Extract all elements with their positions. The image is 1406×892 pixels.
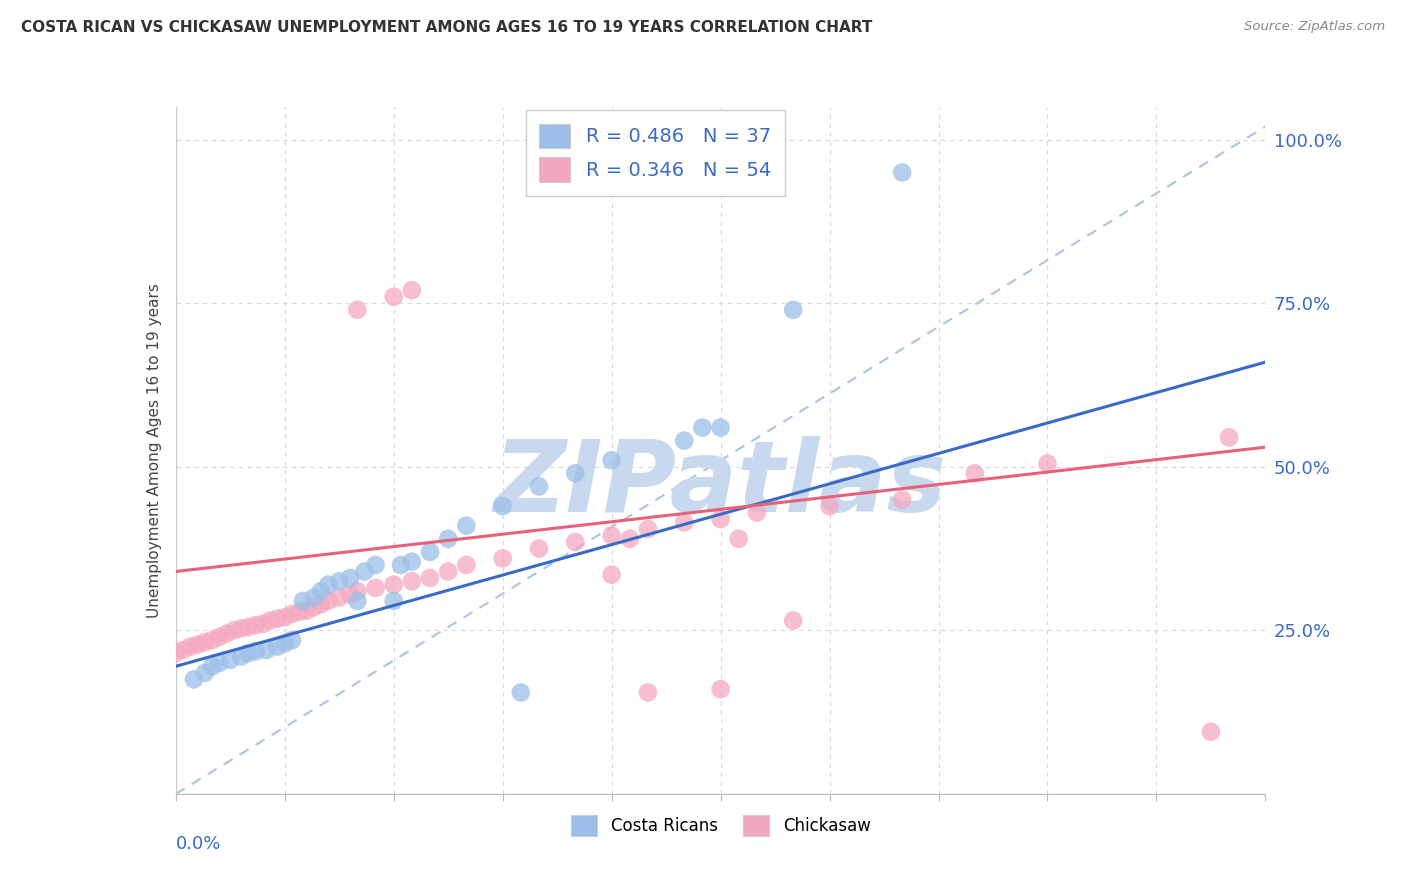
Point xyxy=(328,591,350,605)
Point xyxy=(194,665,217,680)
Point xyxy=(509,685,531,699)
Point xyxy=(401,574,423,589)
Point xyxy=(564,535,586,549)
Point xyxy=(318,594,340,608)
Point xyxy=(318,577,340,591)
Point xyxy=(222,624,245,638)
Point xyxy=(389,558,412,572)
Point xyxy=(637,685,659,699)
Point xyxy=(1218,430,1240,444)
Point xyxy=(673,516,696,530)
Point xyxy=(291,594,314,608)
Point xyxy=(692,420,714,434)
Point xyxy=(963,467,986,481)
Point xyxy=(818,499,841,513)
Point xyxy=(710,420,733,434)
Point xyxy=(637,522,659,536)
Point xyxy=(600,528,623,542)
Point xyxy=(891,165,914,179)
Point xyxy=(727,532,749,546)
Point xyxy=(309,597,332,611)
Point xyxy=(782,302,804,317)
Point xyxy=(382,594,405,608)
Point xyxy=(231,621,253,635)
Text: Source: ZipAtlas.com: Source: ZipAtlas.com xyxy=(1244,20,1385,33)
Point xyxy=(782,614,804,628)
Legend: Costa Ricans, Chickasaw: Costa Ricans, Chickasaw xyxy=(562,807,879,844)
Point xyxy=(401,283,423,297)
Point xyxy=(419,571,441,585)
Point xyxy=(328,574,350,589)
Point xyxy=(194,635,217,649)
Point xyxy=(527,541,550,556)
Point xyxy=(353,565,375,579)
Point xyxy=(364,558,387,572)
Y-axis label: Unemployment Among Ages 16 to 19 years: Unemployment Among Ages 16 to 19 years xyxy=(146,283,162,618)
Point xyxy=(364,581,387,595)
Point xyxy=(201,659,224,673)
Text: ZIPatlas: ZIPatlas xyxy=(494,436,948,533)
Point xyxy=(346,584,368,599)
Point xyxy=(288,605,311,619)
Point xyxy=(281,607,304,621)
Point xyxy=(172,643,194,657)
Point xyxy=(274,610,297,624)
Point xyxy=(208,630,231,644)
Point xyxy=(745,506,768,520)
Point xyxy=(302,591,325,605)
Point xyxy=(256,643,278,657)
Point xyxy=(527,479,550,493)
Point xyxy=(266,611,288,625)
Text: 0.0%: 0.0% xyxy=(176,835,221,853)
Point xyxy=(339,587,361,601)
Point xyxy=(437,565,460,579)
Point xyxy=(309,584,332,599)
Point xyxy=(419,545,441,559)
Point xyxy=(382,290,405,304)
Point xyxy=(302,600,325,615)
Point xyxy=(492,551,515,566)
Point xyxy=(600,567,623,582)
Point xyxy=(274,636,297,650)
Point xyxy=(456,518,478,533)
Point xyxy=(600,453,623,467)
Point xyxy=(295,604,318,618)
Point xyxy=(619,532,641,546)
Point xyxy=(252,616,274,631)
Point xyxy=(401,555,423,569)
Point xyxy=(281,633,304,648)
Point xyxy=(165,646,187,660)
Point xyxy=(219,653,242,667)
Point xyxy=(201,633,224,648)
Point xyxy=(238,646,260,660)
Point xyxy=(891,492,914,507)
Point xyxy=(186,638,209,652)
Point xyxy=(437,532,460,546)
Point xyxy=(1036,457,1059,471)
Point xyxy=(215,626,238,640)
Point xyxy=(259,614,281,628)
Point xyxy=(208,656,231,670)
Point xyxy=(710,512,733,526)
Point xyxy=(1199,724,1222,739)
Point xyxy=(346,302,368,317)
Point xyxy=(710,682,733,697)
Point xyxy=(245,644,267,658)
Point xyxy=(382,577,405,591)
Point xyxy=(456,558,478,572)
Point xyxy=(179,640,201,654)
Point xyxy=(564,467,586,481)
Point xyxy=(238,620,260,634)
Point xyxy=(266,640,288,654)
Text: COSTA RICAN VS CHICKASAW UNEMPLOYMENT AMONG AGES 16 TO 19 YEARS CORRELATION CHAR: COSTA RICAN VS CHICKASAW UNEMPLOYMENT AM… xyxy=(21,20,873,35)
Point xyxy=(492,499,515,513)
Point xyxy=(346,594,368,608)
Point xyxy=(231,649,253,664)
Point xyxy=(245,618,267,632)
Point xyxy=(339,571,361,585)
Point xyxy=(673,434,696,448)
Point xyxy=(183,673,205,687)
